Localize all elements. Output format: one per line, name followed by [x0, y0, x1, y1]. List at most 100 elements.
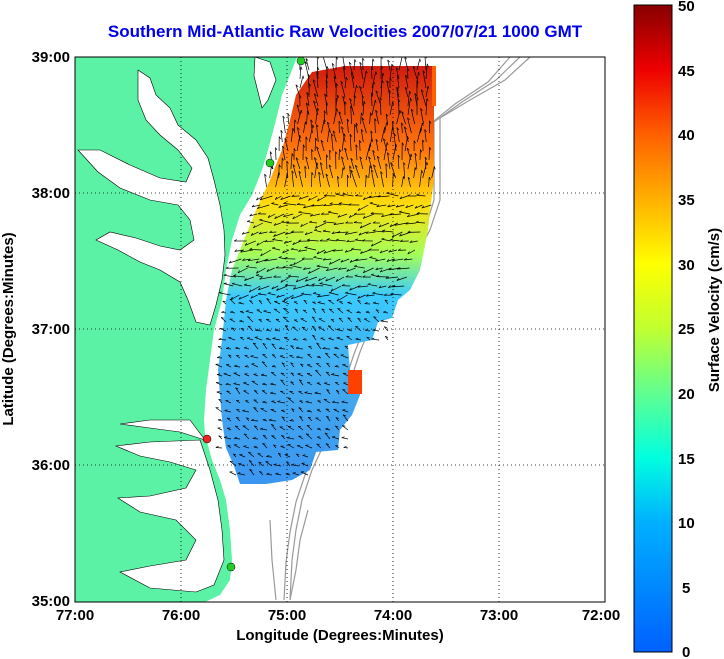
velocity-arrow	[384, 336, 389, 341]
velocity-arrow-head	[335, 278, 338, 282]
velocity-arrow-head	[328, 337, 332, 339]
velocity-arrow-head	[354, 59, 357, 63]
velocity-arrow-head	[325, 74, 329, 78]
velocity-arrow	[336, 389, 340, 395]
velocity-arrow	[425, 85, 429, 98]
velocity-arrow-head	[363, 100, 366, 104]
velocity-arrow	[396, 110, 401, 125]
velocity-arrow	[311, 204, 324, 207]
velocity-arrow	[215, 407, 223, 413]
velocity-arrow	[392, 144, 397, 161]
velocity-arrow-head	[218, 291, 222, 294]
velocity-arrow-head	[273, 275, 277, 278]
velocity-arrow	[255, 330, 263, 332]
velocity-arrow-head	[401, 111, 405, 114]
velocity-arrow	[283, 203, 297, 206]
velocity-arrow	[354, 265, 365, 269]
velocity-arrow-head	[378, 285, 382, 289]
velocity-arrow	[325, 79, 328, 98]
velocity-arrow-head	[316, 251, 319, 255]
velocity-arrow-head	[286, 436, 290, 439]
velocity-arrow-head	[383, 293, 387, 296]
map-title: Southern Mid-Atlantic Raw Velocities 200…	[107, 22, 583, 41]
velocity-arrow-head	[381, 237, 385, 240]
velocity-arrow-head	[381, 65, 384, 69]
velocity-arrow-head	[314, 391, 318, 394]
velocity-arrow	[341, 167, 344, 179]
velocity-arrow-head	[360, 112, 363, 116]
velocity-arrow	[238, 294, 249, 300]
velocity-arrow	[230, 311, 236, 314]
velocity-arrow-head	[369, 165, 372, 169]
velocity-arrow-head	[360, 251, 363, 254]
velocity-arrow	[404, 126, 409, 143]
velocity-arrow	[335, 276, 345, 282]
velocity-arrow	[325, 352, 331, 359]
velocity-arrow-head	[291, 230, 294, 233]
velocity-arrow-head	[343, 133, 346, 137]
velocity-arrow-head	[354, 258, 358, 261]
velocity-arrow-head	[260, 253, 263, 257]
velocity-arrow	[373, 316, 380, 323]
velocity-arrow	[276, 294, 285, 298]
velocity-arrow	[318, 172, 321, 188]
velocity-arrow-head	[296, 202, 300, 205]
velocity-arrow-head	[231, 327, 235, 329]
velocity-arrow-head	[342, 192, 346, 195]
colorbar-tick-label: 30	[678, 257, 695, 274]
velocity-arrow	[258, 461, 264, 467]
velocity-arrow	[283, 337, 290, 341]
velocity-arrow	[283, 240, 292, 244]
velocity-arrow-head	[323, 203, 327, 207]
velocity-arrow-head	[247, 220, 251, 222]
velocity-arrow	[396, 127, 400, 143]
velocity-arrow	[281, 362, 286, 368]
velocity-arrow	[239, 454, 246, 458]
velocity-arrow	[409, 240, 418, 243]
velocity-arrow	[303, 121, 306, 134]
velocity-arrow-head	[417, 72, 420, 76]
velocity-arrow	[395, 204, 405, 208]
velocity-arrow	[355, 122, 358, 134]
velocity-arrow	[274, 301, 281, 305]
velocity-arrow	[351, 248, 362, 251]
velocity-arrow-head	[391, 63, 394, 67]
velocity-arrow	[355, 144, 358, 161]
velocity-arrow-head	[349, 98, 352, 101]
velocity-arrow-head	[354, 274, 358, 277]
velocity-arrow-head	[272, 337, 276, 339]
velocity-arrow	[260, 428, 268, 431]
velocity-arrow-head	[416, 80, 419, 84]
velocity-arrow	[310, 119, 313, 134]
velocity-arrow	[383, 311, 389, 314]
velocity-arrow	[347, 317, 353, 323]
velocity-arrow	[233, 372, 241, 377]
station-marker	[265, 158, 275, 168]
velocity-arrow	[367, 283, 378, 287]
velocity-arrow-head	[299, 415, 303, 418]
velocity-arrow-head	[384, 299, 388, 302]
velocity-arrow	[241, 231, 250, 235]
velocity-arrow-head	[369, 256, 373, 258]
velocity-arrow	[311, 325, 317, 332]
velocity-arrow	[229, 460, 237, 467]
velocity-arrow	[286, 437, 295, 440]
velocity-arrow	[297, 109, 302, 125]
velocity-arrow	[386, 192, 399, 197]
velocity-arrow	[266, 473, 273, 476]
velocity-arrow-head	[405, 205, 408, 208]
velocity-arrow-head	[358, 232, 362, 236]
velocity-arrow	[353, 95, 355, 107]
velocity-arrow-head	[379, 250, 383, 254]
velocity-arrow-head	[326, 389, 330, 391]
velocity-arrow	[350, 169, 357, 188]
velocity-arrow	[378, 222, 390, 228]
velocity-arrow	[348, 62, 355, 80]
velocity-arrow	[275, 473, 282, 476]
velocity-arrow	[363, 213, 375, 219]
velocity-arrow-head	[293, 262, 296, 265]
velocity-arrow-head	[289, 264, 293, 266]
velocity-arrow	[338, 149, 340, 161]
colorbar-tick-label: 20	[678, 386, 695, 403]
velocity-arrow	[325, 428, 331, 431]
